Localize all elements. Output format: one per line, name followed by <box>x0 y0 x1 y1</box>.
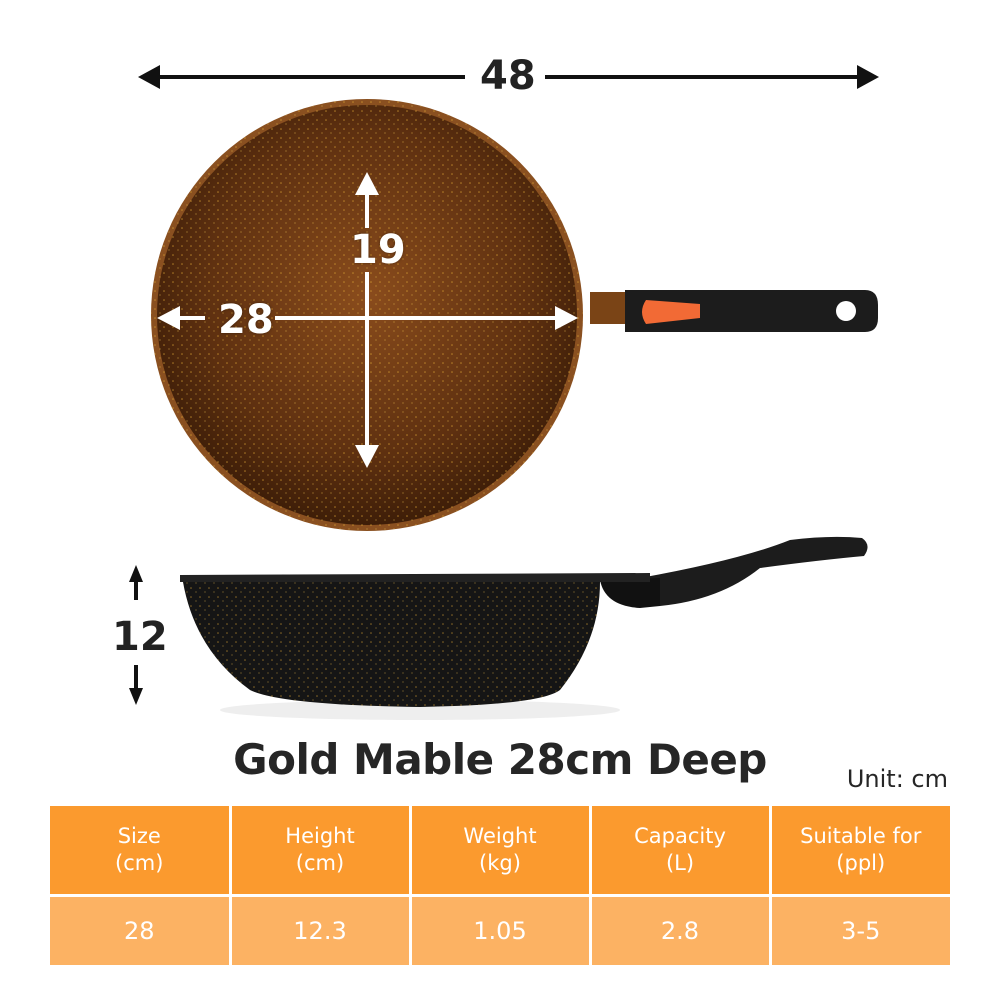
inner-depth-label: 19 <box>350 227 406 273</box>
value-cell: 28 <box>50 894 232 968</box>
header-cell: Weight (kg) <box>408 803 592 897</box>
header-cell: Height (cm) <box>228 803 412 897</box>
diameter-label: 28 <box>218 297 274 343</box>
header-line1: Height <box>285 823 355 848</box>
header-line1: Size <box>117 823 161 848</box>
unit-label: Unit: cm <box>846 765 948 793</box>
spec-table: Size (cm) Height (cm) Weight (kg) Capacity (… <box>50 803 950 968</box>
height-label: 12 <box>112 614 168 660</box>
header-line2: (ppl) <box>836 851 886 875</box>
value-cell: 2.8 <box>588 894 772 968</box>
value-cell: 3-5 <box>768 894 950 968</box>
header-line2: (cm) <box>115 851 164 875</box>
header-cell: Suitable for (ppl) <box>768 803 950 897</box>
header-line1: Capacity <box>634 823 726 848</box>
table-header-row: Size (cm) Height (cm) Weight (kg) Capacity (… <box>50 803 950 897</box>
value-cell: 1.05 <box>408 894 592 968</box>
product-title: Gold Mable 28cm Deep <box>233 735 767 784</box>
header-line2: (L) <box>665 851 695 875</box>
total-length-label: 48 <box>480 53 536 99</box>
header-line2: (cm) <box>295 851 345 875</box>
header-line1: Suitable for <box>800 823 922 848</box>
table-row: 28 12.3 1.05 2.8 3-5 <box>50 894 950 968</box>
value-cell: 12.3 <box>228 894 412 968</box>
header-line2: (kg) <box>479 851 521 875</box>
header-cell: Size (cm) <box>50 803 232 897</box>
header-cell: Capacity (L) <box>588 803 772 897</box>
header-line1: Weight <box>463 823 537 848</box>
